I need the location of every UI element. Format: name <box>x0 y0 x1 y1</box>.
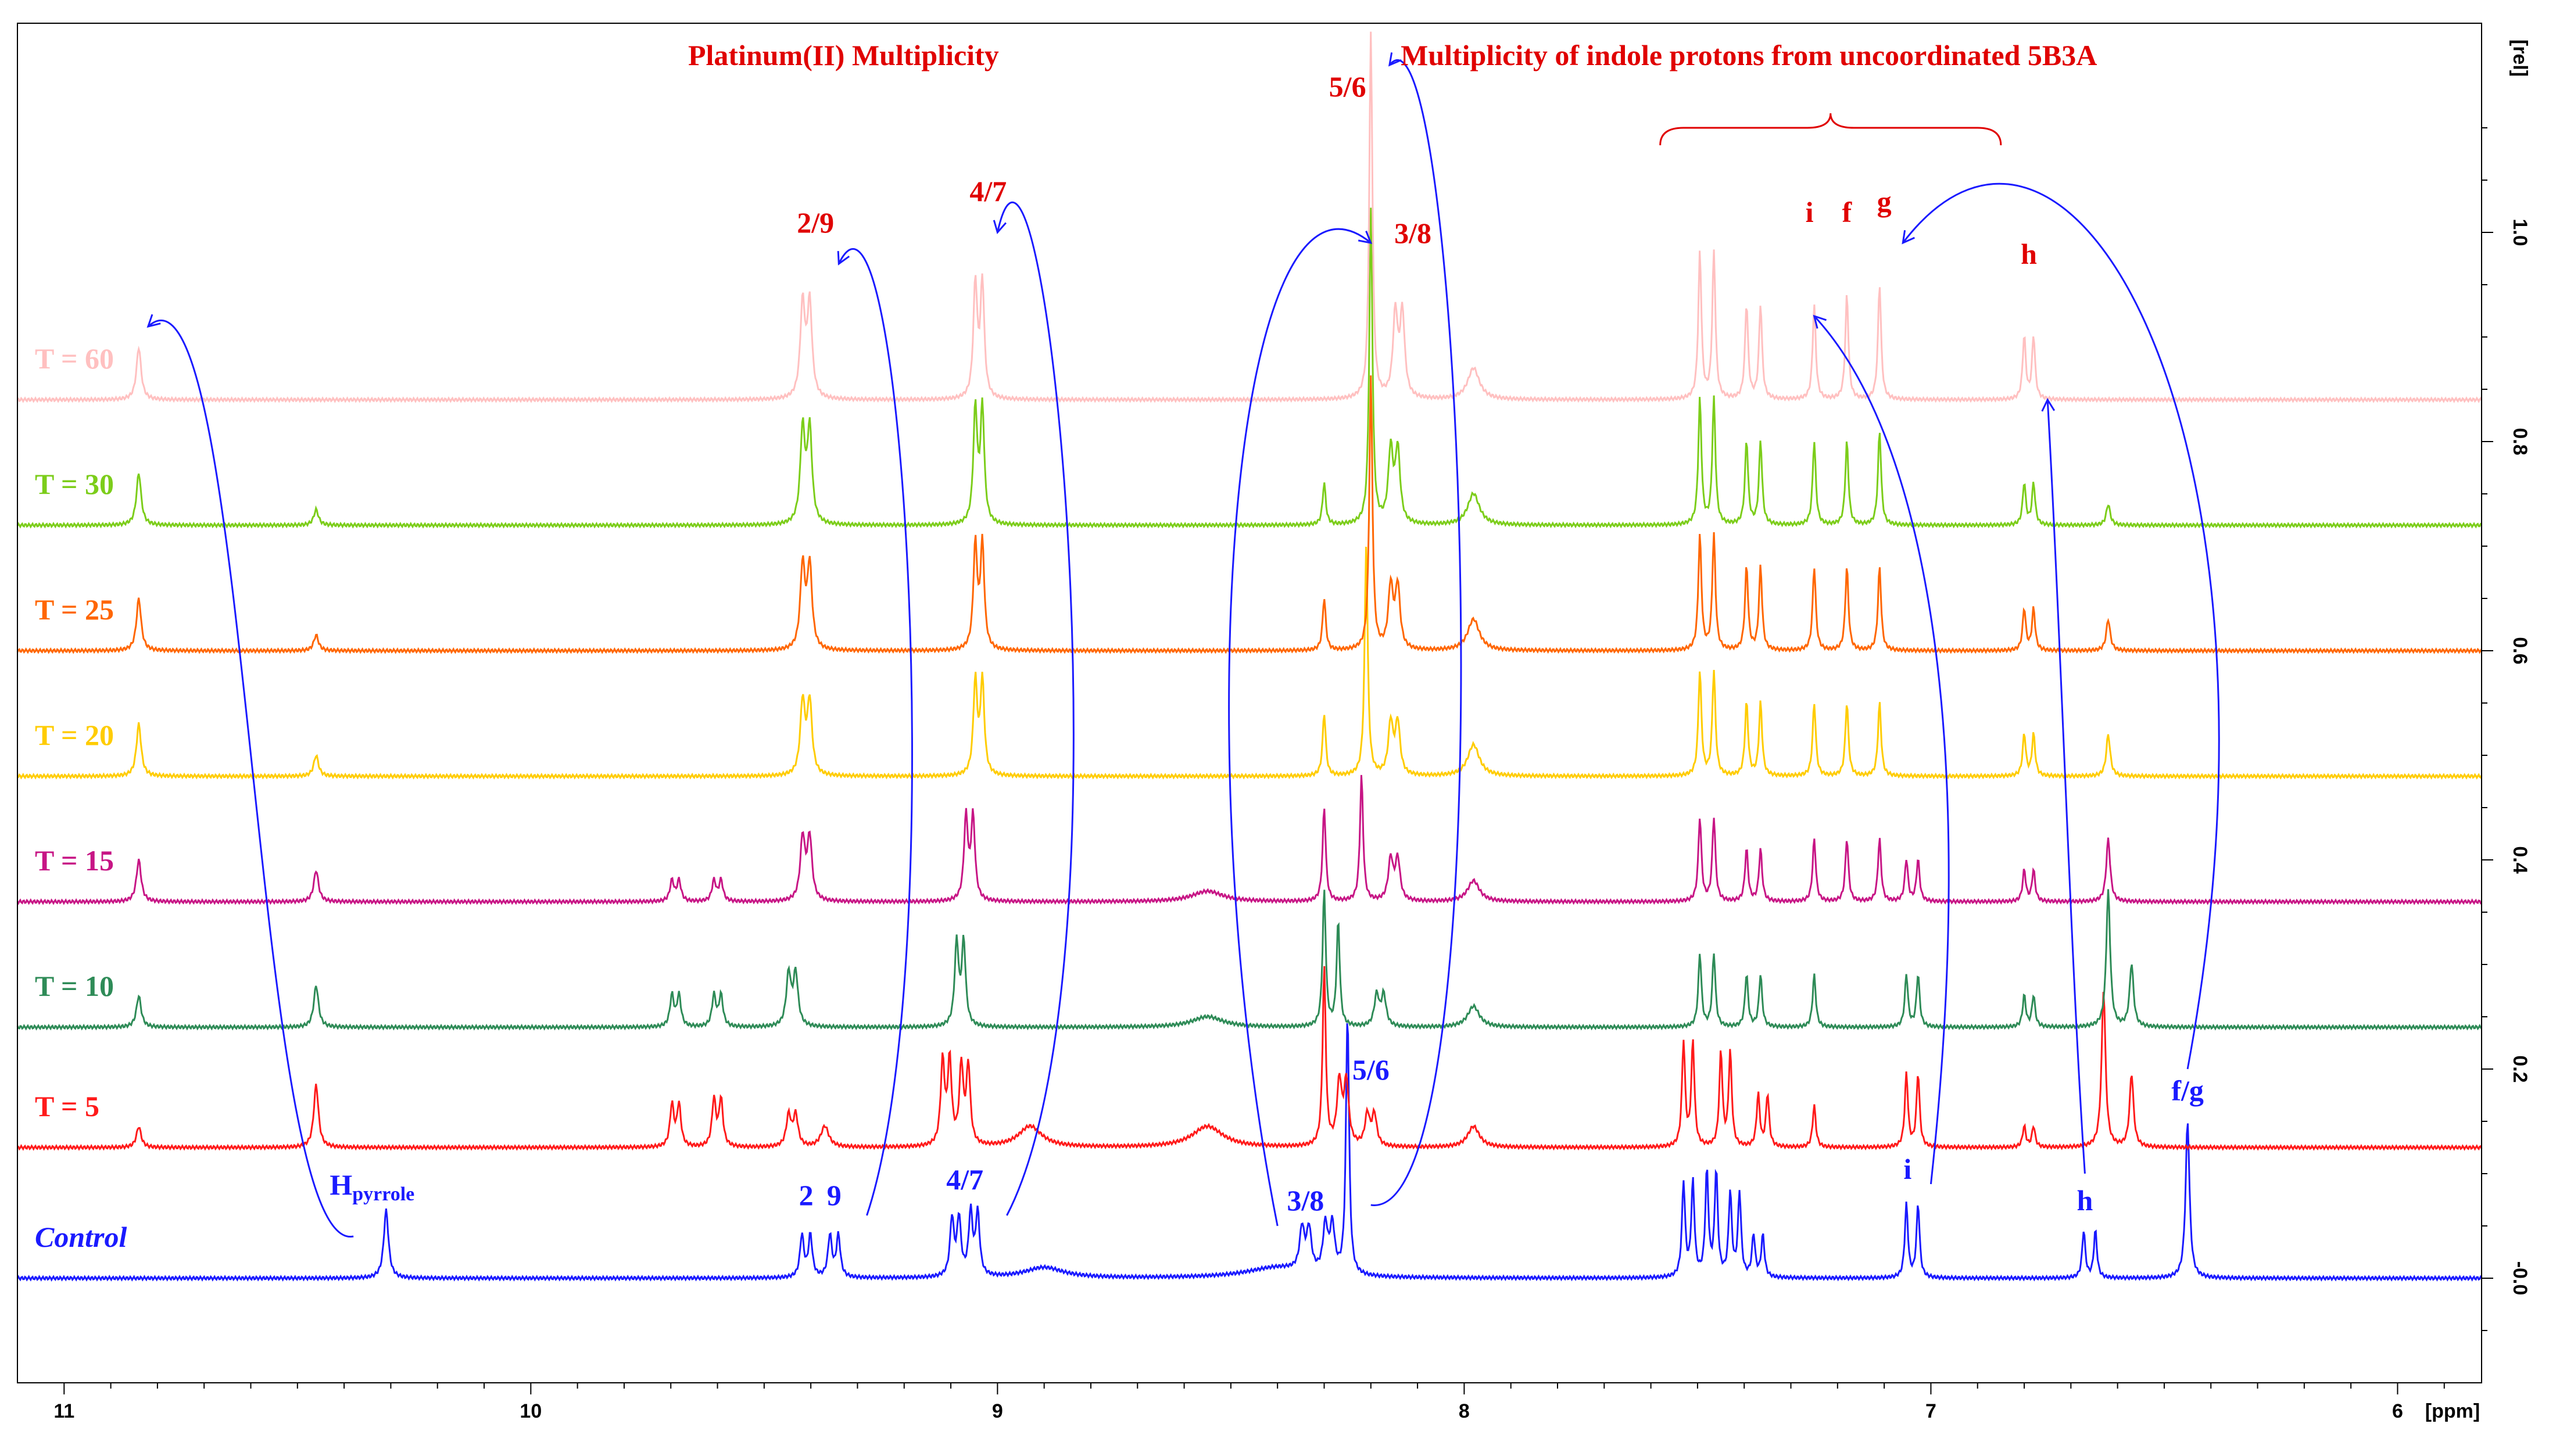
spectrum-t-60 <box>17 31 2483 403</box>
annotation-label: 4/7 <box>969 175 1007 207</box>
spectrum-t-25 <box>16 375 2483 654</box>
annotation-label: 5/6 <box>1329 70 1366 103</box>
trace-labels: Control T = 5 T = 10 T = 15 T = 20 T = 25 T = … <box>35 342 127 1253</box>
shift-arrow-head <box>837 250 850 266</box>
shift-arrow-head <box>1902 230 1915 245</box>
shift-arrow-path <box>1228 228 1372 1227</box>
trace-label-control: Control <box>35 1221 127 1253</box>
trace-label-t-60: T = 60 <box>35 342 114 375</box>
trace-label-t-30: T = 30 <box>35 468 114 500</box>
x-tick-label: 10 <box>520 1400 542 1422</box>
shift-arrow-path <box>1813 315 1950 1185</box>
annotation-label: 2 <box>799 1179 814 1211</box>
x-axis: 11 10 9 8 7 6 [ppm] <box>53 1383 2480 1422</box>
shift-arrow-path <box>996 201 1075 1216</box>
y-tick-label: 0.4 <box>2509 846 2531 873</box>
shift-arrow-head <box>1358 231 1373 244</box>
trace-label-t-20: T = 20 <box>35 719 114 751</box>
x-tick-label: 8 <box>1459 1400 1470 1422</box>
spectrum-t-30 <box>16 207 2482 529</box>
trace-label-t-15: T = 15 <box>35 844 114 877</box>
x-tick-label: 7 <box>1925 1400 1936 1422</box>
brace-annotations <box>1659 113 2002 146</box>
trace-label-t-5: T = 5 <box>35 1090 99 1123</box>
x-tick-label: 11 <box>53 1400 74 1422</box>
shift-arrows <box>146 52 2220 1238</box>
x-axis-label: [ppm] <box>2425 1400 2480 1422</box>
hpyrrole-label: Hpyrrole <box>330 1168 414 1205</box>
annotation-label: 5/6 <box>1352 1053 1390 1086</box>
hpyrrole-main: H <box>330 1168 352 1201</box>
y-tick-label: 1.0 <box>2509 218 2531 246</box>
y-tick-label: 0.8 <box>2509 428 2531 455</box>
shift-arrow-path <box>147 320 354 1238</box>
annotation-label: Platinum(II) Multiplicity <box>688 39 999 71</box>
trace-label-t-25: T = 25 <box>35 593 114 626</box>
shift-arrow-head <box>2041 397 2056 412</box>
annotation-label: i <box>1806 196 1814 228</box>
spectrum-t-5 <box>17 966 2483 1151</box>
y-axis-label: [rel] <box>2509 40 2531 77</box>
annotation-label: 2/9 <box>797 206 834 239</box>
hpyrrole-sub: pyrrole <box>352 1184 414 1205</box>
annotation-label: 3/8 <box>1287 1184 1324 1217</box>
annotation-label: f/g <box>2171 1074 2204 1107</box>
annotation-label: 3/8 <box>1394 217 1431 249</box>
shift-arrow-path <box>1902 182 2220 1070</box>
shift-arrow-path <box>1370 59 1462 1206</box>
shift-arrow-path <box>2046 399 2086 1174</box>
spectrum-control <box>16 1023 2483 1282</box>
y-tick-label: 0.6 <box>2509 637 2531 664</box>
annotation-label: f <box>1842 196 1853 228</box>
shift-arrow-head <box>1813 314 1827 329</box>
spectrum-t-10 <box>16 889 2483 1031</box>
trace-label-t-10: T = 10 <box>35 970 114 1002</box>
x-tick-label: 6 <box>2392 1400 2403 1422</box>
peak-annotations: Platinum(II) Multiplicity Multiplicity of… <box>330 39 2204 1217</box>
spectrum-traces <box>16 31 2483 1282</box>
annotation-label: h <box>2021 238 2037 270</box>
y-tick-label: -0.0 <box>2509 1261 2531 1296</box>
annotation-label: h <box>2077 1184 2093 1217</box>
spectrum-t-20 <box>17 546 2483 780</box>
indole-brace <box>1659 113 2002 146</box>
shift-arrow-path <box>837 248 913 1216</box>
annotation-label: g <box>1877 185 1892 218</box>
shift-arrow-head <box>1388 52 1402 67</box>
y-axis: -0.0 0.2 0.4 0.6 0.8 1.0 [rel] <box>2482 40 2531 1331</box>
shift-arrow-head <box>993 220 1007 235</box>
annotation-label: i <box>1903 1153 1911 1185</box>
annotation-label: Multiplicity of indole protons from unco… <box>1401 39 2097 71</box>
shift-arrow-head <box>146 314 161 328</box>
x-tick-label: 9 <box>992 1400 1003 1422</box>
y-tick-label: 0.2 <box>2509 1055 2531 1082</box>
annotation-label: 4/7 <box>946 1163 983 1196</box>
annotation-label: 9 <box>827 1179 842 1211</box>
